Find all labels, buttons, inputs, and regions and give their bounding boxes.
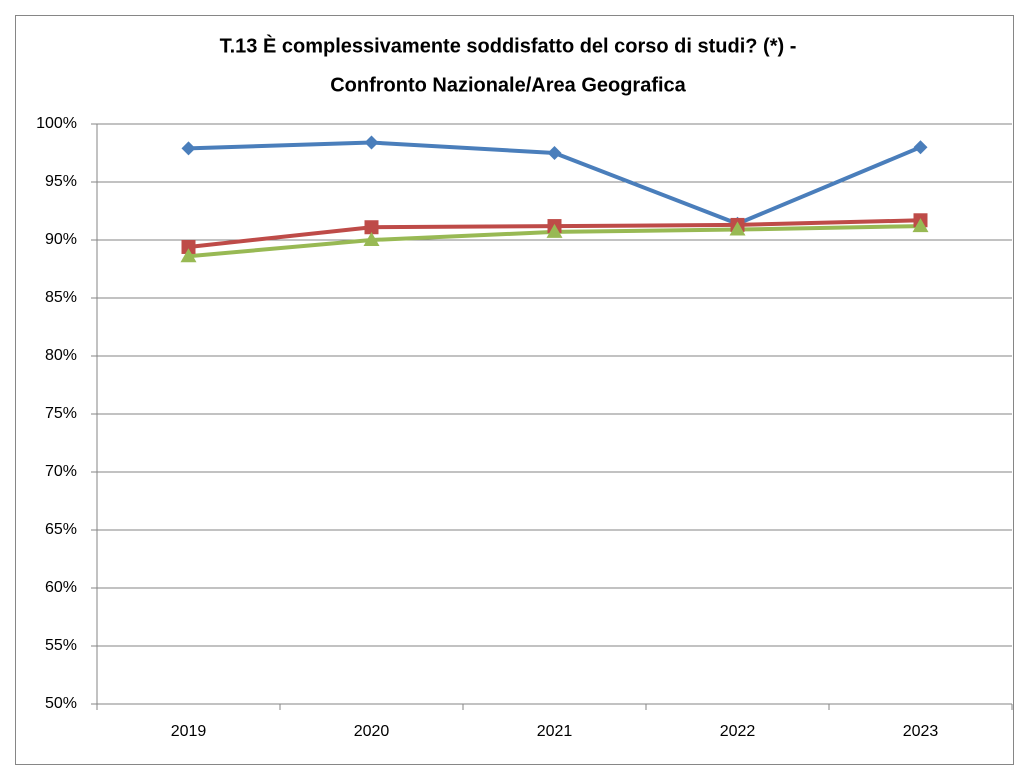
marker bbox=[181, 141, 196, 156]
y-tick-label: 60% bbox=[45, 579, 77, 596]
marker bbox=[546, 223, 563, 238]
marker bbox=[913, 140, 928, 155]
chart-title: Confronto Nazionale/Area Geografica bbox=[330, 74, 686, 96]
x-tick-label: 2023 bbox=[903, 723, 939, 740]
marker bbox=[181, 239, 196, 254]
y-tick-label: 90% bbox=[45, 231, 77, 248]
y-tick-label: 65% bbox=[45, 521, 77, 538]
marker bbox=[364, 220, 379, 235]
x-tick-label: 2019 bbox=[171, 723, 207, 740]
x-tick-label: 2021 bbox=[537, 723, 573, 740]
y-tick-label: 80% bbox=[45, 347, 77, 364]
y-tick-label: 95% bbox=[45, 173, 77, 190]
y-tick-label: 75% bbox=[45, 405, 77, 422]
y-tick-label: 85% bbox=[45, 289, 77, 306]
marker bbox=[364, 135, 379, 150]
marker bbox=[180, 248, 197, 263]
marker bbox=[363, 232, 380, 246]
y-tick-label: 70% bbox=[45, 463, 77, 480]
y-tick-label: 100% bbox=[36, 115, 77, 132]
marker bbox=[547, 146, 562, 160]
chart-title: T.13 È complessivamente soddisfatto del … bbox=[220, 34, 797, 57]
x-tick-label: 2022 bbox=[720, 723, 756, 740]
y-tick-label: 50% bbox=[45, 695, 77, 712]
chart-border bbox=[15, 15, 1014, 765]
marker bbox=[729, 221, 746, 236]
marker bbox=[912, 218, 929, 233]
y-tick-label: 55% bbox=[45, 637, 77, 654]
x-tick-label: 2020 bbox=[354, 723, 390, 740]
